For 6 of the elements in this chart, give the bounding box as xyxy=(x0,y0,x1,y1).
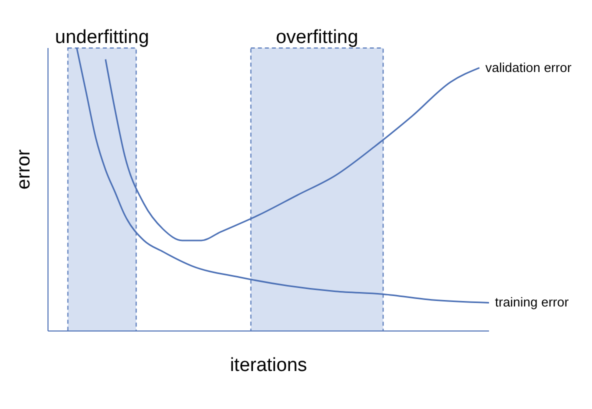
x-axis-title: iterations xyxy=(230,355,308,376)
annotation: overfitting xyxy=(276,27,358,48)
series-label: validation error xyxy=(485,60,572,75)
annotation: underfitting xyxy=(55,27,150,48)
y-axis-title: error xyxy=(14,148,35,190)
series-label: training error xyxy=(495,294,570,310)
